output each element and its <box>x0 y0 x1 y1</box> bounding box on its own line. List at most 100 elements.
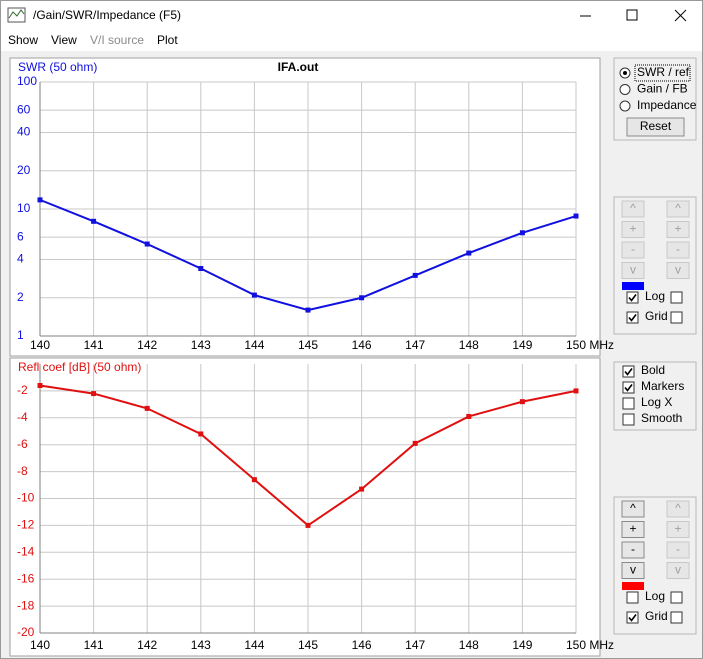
checkbox[interactable] <box>626 311 639 324</box>
adjust-button-label[interactable]: + <box>674 522 681 536</box>
adjust-button-label[interactable]: ^ <box>675 501 681 515</box>
x-tick-label: 145 <box>298 638 318 652</box>
radio-button[interactable] <box>619 100 631 112</box>
adjust-button[interactable] <box>621 562 645 579</box>
data-marker <box>91 218 97 224</box>
x-tick-label: 141 <box>84 638 104 652</box>
checkbox-label[interactable]: Log <box>645 589 665 603</box>
data-marker <box>519 399 525 405</box>
adjust-button-label[interactable]: v <box>675 263 681 277</box>
data-marker <box>198 431 204 437</box>
adjust-button[interactable] <box>621 521 645 538</box>
x-tick-label: 145 <box>298 338 318 352</box>
y-tick-label: -12 <box>17 518 35 532</box>
checkbox[interactable] <box>670 311 683 324</box>
chart-panel <box>9 57 601 357</box>
menu-item[interactable]: Show <box>8 33 38 47</box>
data-marker <box>144 405 150 411</box>
y-tick-label: 4 <box>17 252 24 266</box>
y-tick-label: -2 <box>17 383 28 397</box>
data-marker <box>251 477 257 483</box>
x-tick-label: 150 MHz <box>566 338 614 352</box>
y-tick-label: 20 <box>17 163 31 177</box>
x-tick-label: 146 <box>352 338 372 352</box>
checkbox-label[interactable]: Grid <box>645 309 668 323</box>
y-tick-label: -8 <box>17 464 28 478</box>
adjust-button-label[interactable]: - <box>631 242 635 256</box>
y-tick-label: 10 <box>17 201 31 215</box>
adjust-button[interactable] <box>666 241 690 259</box>
reset-button[interactable] <box>626 117 685 137</box>
adjust-button-label[interactable]: ^ <box>630 201 636 215</box>
checkbox[interactable] <box>622 413 635 426</box>
adjust-button-label[interactable]: - <box>676 542 680 556</box>
adjust-button[interactable] <box>621 500 645 518</box>
y-tick-label: -6 <box>17 437 28 451</box>
adjust-button-label[interactable]: + <box>629 522 636 536</box>
y-axis-label: SWR (50 ohm) <box>18 60 97 74</box>
checkbox-label[interactable]: Markers <box>641 379 684 393</box>
data-marker <box>251 292 257 298</box>
menu-item[interactable]: Plot <box>157 33 178 47</box>
radio-label[interactable]: Gain / FB <box>637 82 688 96</box>
y-tick-label: 1 <box>17 328 24 342</box>
adjust-button-label[interactable]: - <box>631 542 635 556</box>
adjust-button-label[interactable]: ^ <box>675 201 681 215</box>
checkbox[interactable] <box>622 365 635 378</box>
color-swatch[interactable] <box>622 582 644 590</box>
checkbox[interactable] <box>626 611 639 624</box>
adjust-button[interactable] <box>666 200 690 218</box>
checkbox-label[interactable]: Grid <box>645 609 668 623</box>
color-swatch[interactable] <box>622 282 644 290</box>
checkbox[interactable] <box>626 291 639 304</box>
adjust-button[interactable] <box>666 541 690 559</box>
checkbox-label[interactable]: Bold <box>641 363 665 377</box>
adjust-button[interactable] <box>621 200 645 218</box>
adjust-button-label[interactable]: v <box>675 563 681 577</box>
radio-label[interactable]: Impedance <box>637 98 697 112</box>
data-marker <box>144 241 150 247</box>
adjust-button-label[interactable]: ^ <box>630 501 636 515</box>
adjust-button[interactable] <box>666 500 690 518</box>
checkbox[interactable] <box>622 381 635 394</box>
adjust-button-label[interactable]: + <box>674 222 681 236</box>
checkbox[interactable] <box>626 591 639 604</box>
adjust-button[interactable] <box>621 241 645 259</box>
x-tick-label: 142 <box>137 338 157 352</box>
adjust-button[interactable] <box>621 541 645 559</box>
adjust-button[interactable] <box>621 221 645 238</box>
chart-title: IFA.out <box>278 60 319 74</box>
menu-item[interactable]: V/I source <box>90 33 144 47</box>
reset-button-label[interactable]: Reset <box>640 119 672 133</box>
maximize-button[interactable] <box>626 9 638 21</box>
x-tick-label: 149 <box>512 638 532 652</box>
radio-label[interactable]: SWR / ref <box>637 65 690 79</box>
checkbox-label[interactable]: Log <box>645 289 665 303</box>
adjust-button-label[interactable]: v <box>630 563 636 577</box>
radio-button[interactable] <box>619 84 631 95</box>
adjust-button[interactable] <box>621 262 645 279</box>
adjust-button-label[interactable]: + <box>629 222 636 236</box>
data-marker <box>91 391 97 397</box>
y-tick-label: 100 <box>17 74 37 88</box>
adjust-button[interactable] <box>666 521 690 538</box>
menu-item[interactable]: View <box>51 33 77 47</box>
checkbox[interactable] <box>670 611 683 624</box>
checkbox[interactable] <box>622 397 635 410</box>
adjust-button[interactable] <box>666 562 690 579</box>
adjust-button-label[interactable]: - <box>676 242 680 256</box>
x-tick-label: 147 <box>405 338 425 352</box>
adjust-button[interactable] <box>666 221 690 238</box>
checkbox[interactable] <box>670 291 683 304</box>
checkbox-label[interactable]: Smooth <box>641 411 682 425</box>
data-marker <box>198 266 204 272</box>
checkbox[interactable] <box>670 591 683 604</box>
close-button[interactable] <box>674 9 687 22</box>
x-tick-label: 142 <box>137 638 157 652</box>
y-tick-label: -4 <box>17 410 28 424</box>
checkbox-label[interactable]: Log X <box>641 395 672 409</box>
adjust-button[interactable] <box>666 262 690 279</box>
y-tick-label: 40 <box>17 125 31 139</box>
adjust-button-label[interactable]: v <box>630 263 636 277</box>
data-marker <box>305 307 311 313</box>
